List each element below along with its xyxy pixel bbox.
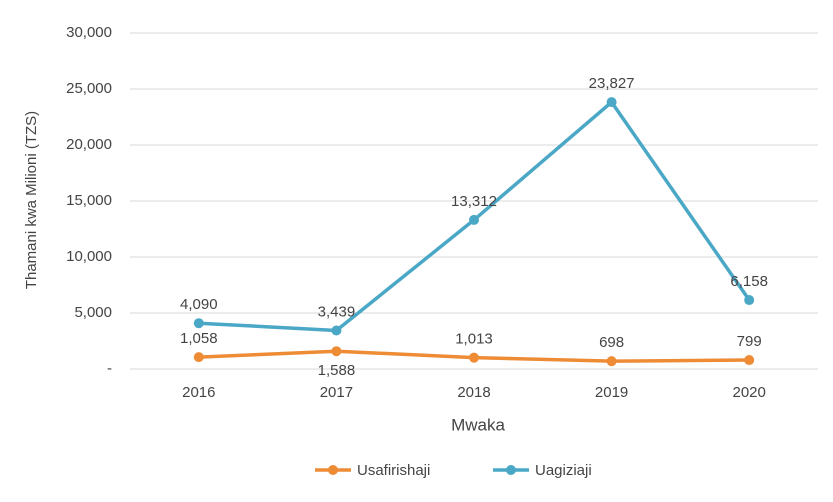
data-label: 6,158 xyxy=(730,273,768,290)
data-label: 13,312 xyxy=(451,193,497,210)
legend-marker xyxy=(328,465,338,475)
y-axis-label: Thamani kwa Milioni (TZS) xyxy=(23,111,40,289)
data-label: 1,058 xyxy=(180,330,218,347)
legend-label: Usafirishaji xyxy=(357,462,430,479)
data-label: 3,439 xyxy=(318,303,356,320)
data-point xyxy=(331,325,342,336)
data-label: 4,090 xyxy=(180,296,218,313)
data-label: 23,827 xyxy=(589,75,635,92)
data-point xyxy=(331,346,342,357)
y-tick-label: 10,000 xyxy=(66,248,112,265)
y-tick-label: 20,000 xyxy=(66,136,112,153)
y-tick-label: 5,000 xyxy=(74,304,112,321)
x-tick-label: 2017 xyxy=(320,384,353,401)
data-point xyxy=(193,352,204,363)
data-point xyxy=(469,352,479,363)
data-point xyxy=(744,355,755,366)
data-point xyxy=(193,318,204,329)
x-tick-label: 2018 xyxy=(457,384,490,401)
y-tick-label: 25,000 xyxy=(66,80,112,97)
data-point xyxy=(606,97,617,108)
y-tick-label: 15,000 xyxy=(66,192,112,209)
data-point xyxy=(606,356,617,367)
data-label: 698 xyxy=(599,334,624,351)
data-label: 1,588 xyxy=(318,362,356,379)
data-point xyxy=(744,295,755,306)
x-tick-label: 2019 xyxy=(595,384,628,401)
data-label: 799 xyxy=(737,333,762,350)
y-tick-label: - xyxy=(107,360,112,377)
y-tick-label: 30,000 xyxy=(66,24,112,41)
legend-marker xyxy=(506,465,516,475)
x-axis-label: Mwaka xyxy=(451,415,505,434)
x-tick-label: 2020 xyxy=(733,384,766,401)
data-label: 1,013 xyxy=(455,331,493,348)
x-tick-label: 2016 xyxy=(182,384,215,401)
legend-label: Uagiziaji xyxy=(535,462,592,479)
data-point xyxy=(469,214,479,225)
